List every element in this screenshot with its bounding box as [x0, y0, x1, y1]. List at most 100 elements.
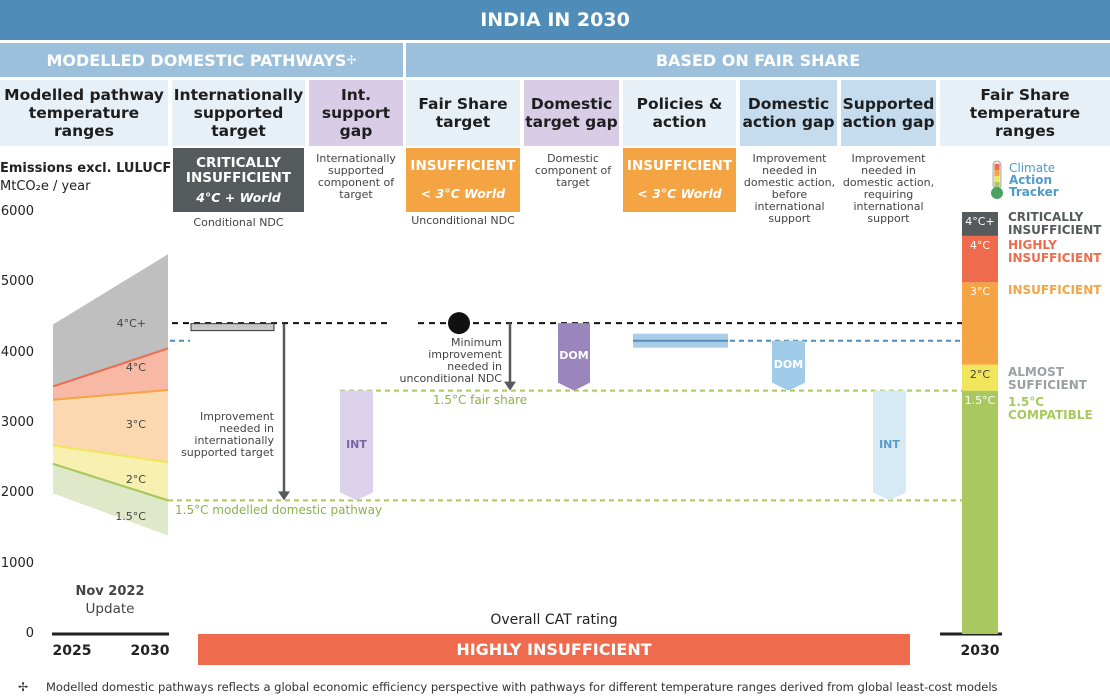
- intl-target-marker: [190, 323, 275, 332]
- x-tick-2025: 2025: [52, 643, 92, 659]
- logo-line3: Tracker: [1009, 185, 1059, 199]
- rating-label-line2: SUFFICIENT: [1008, 378, 1087, 392]
- footnote: Modelled domestic pathways reflects a gl…: [46, 680, 998, 694]
- modelled-section-mark: ✢: [346, 53, 357, 67]
- intl-improvement-arrow-head: [278, 491, 290, 501]
- y-tick-label: 3000: [0, 415, 34, 430]
- int-support-gap-note: Internationally supported component of t…: [316, 152, 396, 201]
- rating-label: ALMOST SUFFICIENT: [1008, 366, 1087, 392]
- fair-share-range-temp: 1.5°C: [964, 393, 996, 407]
- intl-target-note: Conditional NDC: [193, 216, 284, 229]
- logo-line1: Climate: [1009, 161, 1056, 175]
- update-label: Update: [85, 601, 135, 617]
- col-int-support-gap: Int. support gap: [309, 80, 403, 146]
- fair-share-range-2°C: [962, 364, 998, 391]
- fair-share-section-header: BASED ON FAIR SHARE: [406, 43, 1110, 77]
- y-tick-label: 0: [25, 626, 34, 641]
- fair-share-temp: < 3°C World: [420, 186, 506, 201]
- rating-label: INSUFFICIENT: [1008, 284, 1101, 297]
- supported-action-gap-bar: [873, 390, 906, 501]
- rating-label: 1.5°C COMPATIBLE: [1008, 396, 1093, 422]
- modelled-band-label: 1.5°C: [115, 509, 146, 523]
- col-modelled-ranges: Modelled pathway temperature ranges: [0, 80, 168, 146]
- rating-label-line1: ALMOST: [1008, 365, 1064, 379]
- modelled-band-upper-line: [52, 347, 169, 388]
- domestic-action-gap-bar: [772, 340, 805, 391]
- fair-share-rating: INSUFFICIENT: [410, 158, 516, 174]
- col-intl-supported-target: Internationally supported target: [172, 80, 305, 146]
- fair-share-rating-box: INSUFFICIENT < 3°C World: [406, 148, 520, 212]
- ndc-marker: [448, 312, 470, 335]
- fair-share-note: Unconditional NDC: [411, 214, 515, 227]
- rating-label-line1: HIGHLY: [1008, 238, 1057, 252]
- logo-line2: Action: [1009, 173, 1053, 187]
- thermometer-icon: [991, 160, 1003, 199]
- y-tick-label: 2000: [0, 485, 34, 501]
- update-date: Nov 2022: [75, 584, 145, 599]
- y-tick-label: 6000: [0, 204, 34, 219]
- fair-share-range-temp: 2°C: [969, 367, 991, 381]
- supported-action-gap-note: Improvement needed in domestic action, r…: [842, 152, 935, 225]
- modelled-band-label: 2°C: [125, 473, 146, 487]
- rating-label-line1: 1.5°C: [1008, 395, 1045, 409]
- modelled-section-header: MODELLED DOMESTIC PATHWAYS ✢: [0, 43, 403, 77]
- modelled-line-label: 1.5°C modelled domestic pathway: [175, 503, 383, 518]
- overall-rating-value: HIGHLY INSUFFICIENT: [198, 634, 910, 665]
- col-fair-share-target: Fair Share target: [406, 80, 520, 146]
- intl-target-temp: 4°C + World: [196, 189, 281, 205]
- modelled-band-label: 3°C: [125, 418, 146, 432]
- domestic-target-gap-note: Domestic component of target: [534, 152, 612, 189]
- fair-share-range-temp: 3°C: [969, 285, 991, 299]
- domestic-target-gap-bar: [558, 323, 590, 391]
- overall-rating-label: Overall CAT rating: [490, 612, 618, 628]
- page-title: INDIA IN 2030: [0, 0, 1110, 40]
- domestic-target-gap-bar-label: DOM: [559, 348, 589, 362]
- modelled-band-label: 4°C+: [116, 316, 146, 330]
- modelled-band-upper-line: [52, 388, 169, 401]
- fair-share-range-4°C+: [962, 212, 998, 236]
- fair-share-range-4°C: [962, 235, 998, 283]
- rating-label-line2: COMPATIBLE: [1008, 408, 1093, 422]
- minimum-improvement-note: Minimum improvement needed in unconditio…: [399, 336, 502, 385]
- modelled-band-2°C: [53, 445, 168, 501]
- x-tick-2030-right: 2030: [960, 643, 1000, 659]
- rating-label-line1: INSUFFICIENT: [1008, 283, 1102, 297]
- x-tick-2030: 2030: [130, 643, 170, 659]
- modelled-1p5-line: [52, 462, 169, 502]
- domestic-action-gap-bar-label: DOM: [773, 357, 804, 371]
- modelled-band-3°C: [53, 389, 168, 463]
- rating-label: CRITICALLY INSUFFICIENT: [1008, 211, 1101, 237]
- modelled-band-1.5°C: [53, 463, 168, 536]
- intl-target-rating-line1: CRITICALLY: [196, 154, 281, 171]
- col-supported-action-gap: Supported action gap: [841, 80, 936, 146]
- int-gap-bar: [340, 390, 373, 501]
- supported-action-gap-bar-label: INT: [879, 437, 900, 451]
- fair-share-range-temp: 4°C: [969, 238, 991, 252]
- modelled-band-4°C: [53, 348, 168, 400]
- policies-temp: < 3°C World: [637, 186, 722, 201]
- fair-share-range-temp: 4°C+: [965, 215, 995, 228]
- improvement-intl-note: Improvement needed in internationally su…: [181, 410, 274, 459]
- policies-rating: INSUFFICIENT: [626, 158, 733, 174]
- col-domestic-target-gap: Domestic target gap: [524, 80, 619, 146]
- fair-share-range-3°C: [962, 282, 998, 365]
- domestic-action-gap-note: Improvement needed in domestic action, b…: [743, 152, 836, 225]
- fair-share-range-1.5°C: [962, 390, 998, 634]
- rating-label: HIGHLY INSUFFICIENT: [1008, 239, 1101, 265]
- y-tick-label: 1000: [0, 555, 34, 571]
- ndc-improvement-arrow-head: [504, 381, 516, 391]
- policies-rating-box: INSUFFICIENT < 3°C World: [623, 148, 736, 212]
- fair-share-line-label: 1.5°C fair share: [432, 392, 528, 407]
- y-axis-unit: MtCO₂e / year: [0, 179, 91, 194]
- modelled-band-4°C+: [53, 254, 168, 387]
- rating-label-line1: CRITICALLY: [1008, 210, 1084, 224]
- cat-logo: Climate Action Tracker: [984, 158, 1094, 202]
- modelled-band-label: 4°C: [125, 361, 146, 375]
- y-tick-label: 4000: [0, 344, 34, 360]
- rating-label-line2: INSUFFICIENT: [1008, 251, 1102, 265]
- y-axis-label: Emissions excl. LULUCF: [0, 161, 172, 176]
- footnote-mark: ✢: [18, 680, 29, 694]
- intl-target-rating-box: CRITICALLY INSUFFICIENT 4°C + World: [173, 148, 304, 212]
- y-tick-label: 5000: [0, 274, 34, 290]
